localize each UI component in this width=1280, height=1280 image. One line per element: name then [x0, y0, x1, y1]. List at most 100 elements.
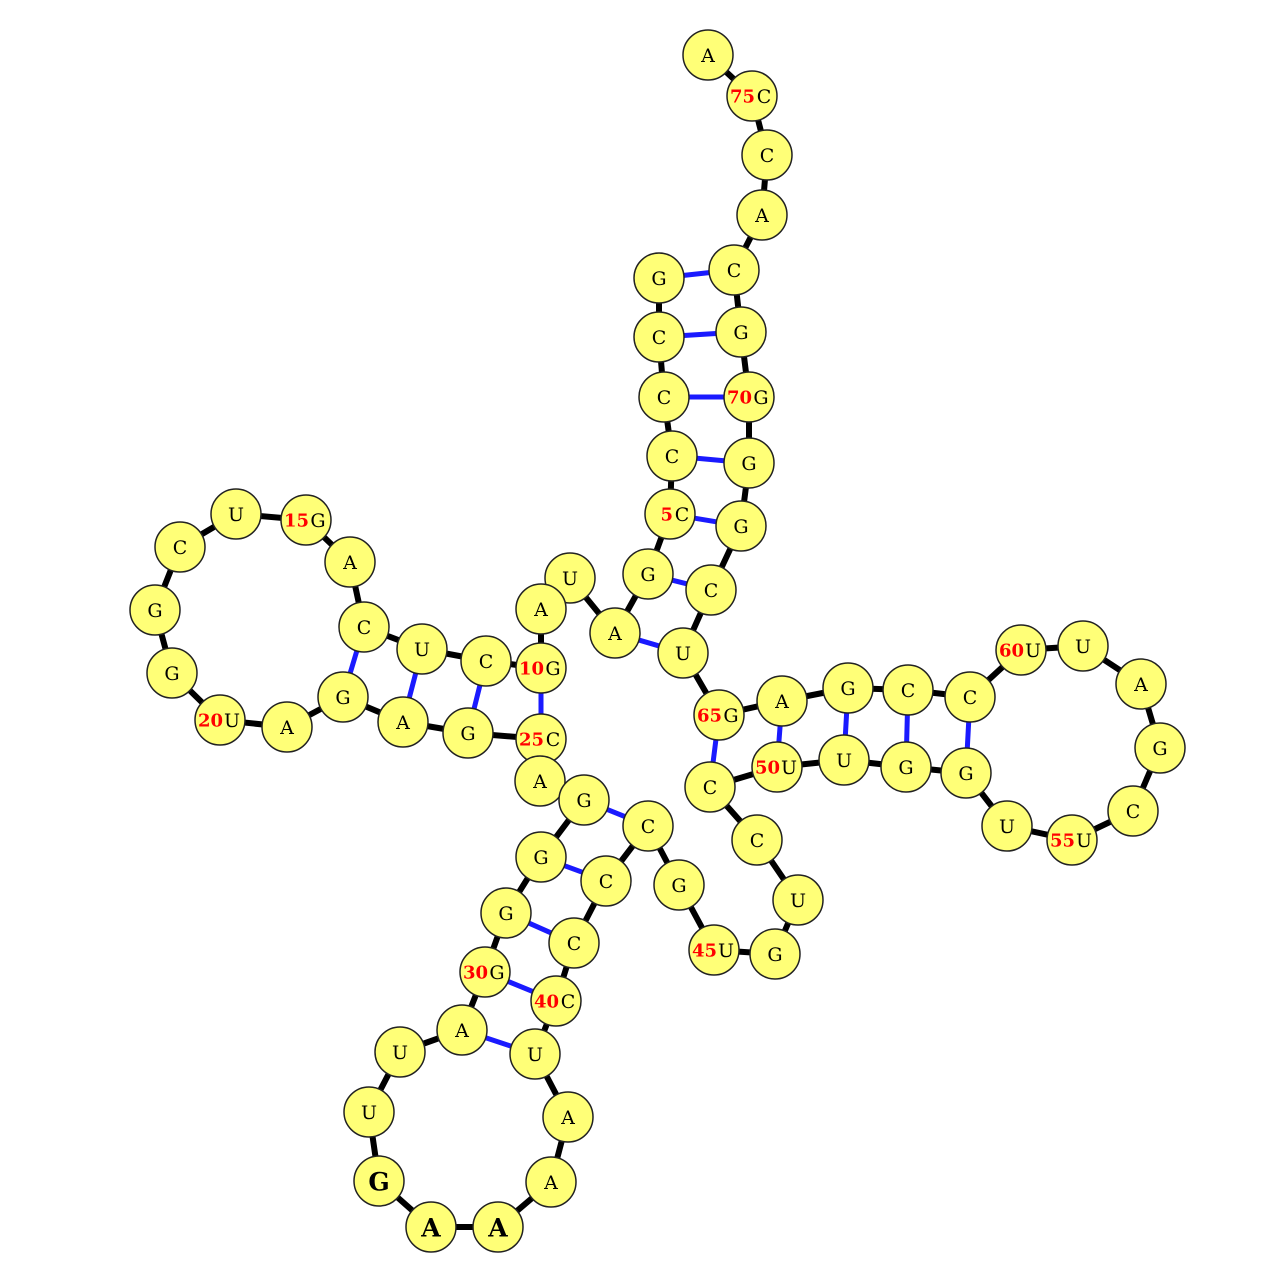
nucleotide: A [589, 607, 641, 659]
nucleotide-letter: U [718, 940, 734, 962]
nucleotide-circle [377, 696, 429, 748]
nucleotide-circle [715, 500, 767, 552]
nucleotide: U [1057, 620, 1109, 672]
nucleotide-letter: C [173, 537, 188, 559]
nucleotide-letter: C [750, 830, 765, 852]
nucleotide-letter: A [454, 1020, 469, 1042]
nucleotide: C [731, 814, 783, 866]
nucleotide-letter: A [395, 712, 410, 734]
nucleotide: C [882, 664, 934, 716]
nucleotide-circle [317, 671, 369, 723]
nucleotide: G [653, 859, 705, 911]
nucleotide-circle [405, 1201, 457, 1253]
base-pair-bond [842, 710, 850, 738]
nucleotide-letter: C [1126, 801, 1141, 823]
nucleotide-circle [638, 371, 690, 423]
position-number-label: 30 [463, 963, 488, 984]
nucleotide-circle [472, 1201, 524, 1253]
nucleotide: C [633, 311, 685, 363]
nucleotide-letter: G [489, 962, 504, 984]
nucleotide-circle [741, 129, 793, 181]
nucleotide: C [548, 917, 600, 969]
nucleotide: C [708, 244, 760, 296]
nucleotide: A [682, 29, 734, 81]
nucleotide: C [944, 671, 996, 723]
nucleotide-letter: G [640, 564, 655, 586]
nucleotide: G [880, 741, 932, 793]
nucleotide: C [685, 564, 737, 616]
nucleotide: A [514, 755, 566, 807]
nucleotide-letter: G [671, 875, 686, 897]
nucleotide: G [515, 831, 567, 883]
nucleotide: C [741, 129, 793, 181]
nucleotide-circle [436, 1004, 488, 1056]
nucleotide: A [756, 675, 808, 727]
position-number-label: 25 [519, 730, 544, 751]
nucleotide-letter: A [774, 691, 789, 713]
nucleotide-circle [515, 583, 567, 635]
nucleotide-letter: A [607, 623, 622, 645]
nucleotide-letter: U [1025, 640, 1041, 662]
nucleotide: A [542, 1091, 594, 1143]
nucleotide-letter: A [700, 45, 715, 67]
nucleotide-circle [542, 1091, 594, 1143]
nucleotide-circle [708, 244, 760, 296]
nucleotide: G30 [459, 946, 511, 998]
nucleotide: U [981, 800, 1033, 852]
nucleotide-letter: C [963, 687, 978, 709]
nucleotide-letter: G [576, 790, 591, 812]
nucleotide: U50 [751, 741, 803, 793]
nucleotide: A [405, 1201, 457, 1253]
base-pair-layer [347, 270, 972, 1049]
nucleotide-letter: C [760, 145, 775, 167]
nucleotide-circle [653, 859, 705, 911]
nucleotide-circle [442, 707, 494, 759]
position-number-label: 10 [519, 659, 544, 680]
base-pair-bond [561, 863, 586, 875]
nucleotide: G [822, 662, 874, 714]
nucleotide: G [480, 887, 532, 939]
nucleotide: C [460, 635, 512, 687]
nucleotide: A [525, 1156, 577, 1208]
nucleotide: C [646, 430, 698, 482]
nucleotide-letter: G [164, 663, 179, 685]
base-pair-bond [964, 719, 972, 751]
nucleotide-circle [818, 734, 870, 786]
nucleotide-circle [280, 494, 332, 546]
nucleotide-letter: U [361, 1102, 377, 1124]
position-number-label: 5 [660, 505, 673, 526]
nucleotide: G [129, 584, 181, 636]
nucleotide: G [442, 707, 494, 759]
nucleotide-circle [343, 1086, 395, 1138]
nucleotide-letter: G [767, 944, 782, 966]
nucleotide: U [343, 1086, 395, 1138]
nucleotide-letter: C [567, 933, 582, 955]
nucleotide: C [580, 855, 632, 907]
base-pair-bond [904, 712, 910, 745]
nucleotide-circle [530, 975, 582, 1027]
base-pair-bond [604, 806, 628, 820]
nucleotide: A [515, 583, 567, 635]
nucleotide: U [396, 623, 448, 675]
nucleotide-circle [657, 627, 709, 679]
nucleotide-circle [688, 924, 740, 976]
nucleotide-circle [751, 741, 803, 793]
nucleotide: G [715, 306, 767, 358]
nucleotide-circle [589, 607, 641, 659]
nucleotide-circle [772, 874, 824, 926]
nucleotide-circle [324, 536, 376, 588]
nucleotide-circle [685, 564, 737, 616]
nucleotide-letter: U [414, 639, 430, 661]
nucleotide-letter: A [342, 552, 357, 574]
base-pair-bond [406, 670, 419, 701]
nucleotide: G [715, 500, 767, 552]
base-pair-bond [471, 682, 483, 712]
nucleotide-letter: C [757, 86, 772, 108]
nucleotide-circle [723, 371, 775, 423]
nucleotide-letter: C [675, 504, 690, 526]
nucleotide-circle [684, 761, 736, 813]
nucleotide: G [940, 747, 992, 799]
nucleotide: G [1134, 722, 1186, 774]
